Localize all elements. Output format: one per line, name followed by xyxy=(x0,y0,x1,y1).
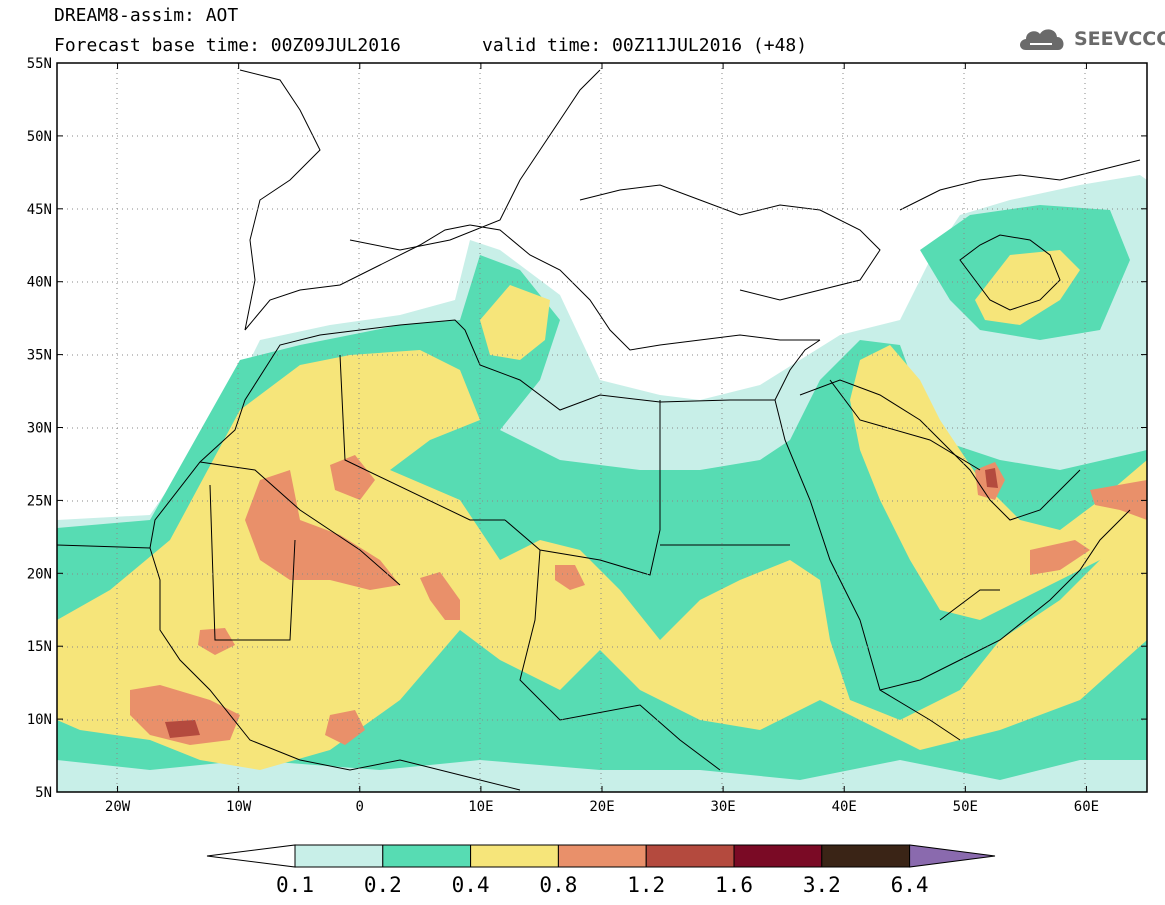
colorbar-box xyxy=(645,844,735,868)
lat-label: 25N xyxy=(27,493,52,509)
lon-label: 40E xyxy=(832,799,857,815)
colorbar-label: 0.4 xyxy=(452,873,490,897)
lon-label: 20E xyxy=(589,799,614,815)
lon-label: 0 xyxy=(356,799,364,815)
lat-label: 30N xyxy=(27,421,52,437)
colorbar-label: 1.2 xyxy=(627,873,665,897)
lat-label: 40N xyxy=(27,275,52,291)
lat-label: 55N xyxy=(27,56,52,72)
lat-label: 45N xyxy=(27,202,52,218)
axis-ticks xyxy=(57,62,1147,793)
aot-field xyxy=(57,175,1147,792)
coastlines xyxy=(57,69,1141,791)
lat-label: 20N xyxy=(27,566,52,582)
colorbar-label: 6.4 xyxy=(891,873,929,897)
colorbar-box xyxy=(294,844,384,868)
map-title: DREAM8-assim: AOT xyxy=(54,5,239,26)
lon-label: 10E xyxy=(468,799,493,815)
colorbar-box xyxy=(470,844,559,868)
valid-time: valid time: 00Z11JUL2016 (+48) xyxy=(482,35,808,56)
cloud-icon xyxy=(1020,29,1064,50)
latitude-labels: 55N 50N 45N 40N 35N 30N 25N 20N 15N 10N 5N xyxy=(27,56,52,801)
graticule xyxy=(57,63,1147,792)
colorbar-label: 0.1 xyxy=(276,873,314,897)
colorbar: 0.1 0.2 0.4 0.8 1.2 1.6 3.2 6.4 xyxy=(206,844,996,897)
forecast-base-time: Forecast base time: 00Z09JUL2016 xyxy=(54,35,401,56)
seevccc-logo: SEEVCCC xyxy=(1074,28,1165,50)
lon-label: 30E xyxy=(710,799,735,815)
lat-label: 50N xyxy=(27,129,52,145)
colorbar-label: 0.2 xyxy=(364,873,402,897)
colorbar-under-triangle xyxy=(206,844,296,868)
lon-label: 10W xyxy=(226,799,252,815)
colorbar-box xyxy=(557,844,647,868)
lat-label: 10N xyxy=(27,712,52,728)
colorbar-label: 0.8 xyxy=(539,873,577,897)
colorbar-label: 1.6 xyxy=(715,873,753,897)
colorbar-over-triangle xyxy=(909,844,996,868)
lat-label: 15N xyxy=(27,639,52,655)
lat-label: 35N xyxy=(27,348,52,364)
longitude-labels: 20W 10W 0 10E 20E 30E 40E 50E 60E xyxy=(105,799,1099,815)
colorbar-box xyxy=(382,844,472,868)
lon-label: 50E xyxy=(953,799,978,815)
colorbar-box xyxy=(733,844,823,868)
lat-label: 5N xyxy=(35,785,52,801)
colorbar-label: 3.2 xyxy=(803,873,841,897)
lon-label: 60E xyxy=(1074,799,1099,815)
lon-label: 20W xyxy=(105,799,131,815)
colorbar-box xyxy=(821,844,911,868)
